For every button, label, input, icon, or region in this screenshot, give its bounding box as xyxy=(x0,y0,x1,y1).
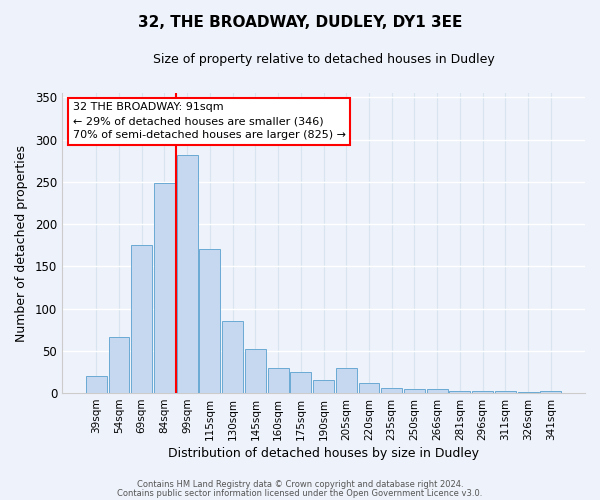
Text: 32 THE BROADWAY: 91sqm
← 29% of detached houses are smaller (346)
70% of semi-de: 32 THE BROADWAY: 91sqm ← 29% of detached… xyxy=(73,102,346,140)
Bar xyxy=(518,392,539,393)
Bar xyxy=(313,380,334,393)
Bar xyxy=(472,392,493,393)
Text: Contains public sector information licensed under the Open Government Licence v3: Contains public sector information licen… xyxy=(118,488,482,498)
Bar xyxy=(290,372,311,393)
Bar xyxy=(199,250,220,393)
X-axis label: Distribution of detached houses by size in Dudley: Distribution of detached houses by size … xyxy=(168,447,479,460)
Text: Contains HM Land Registry data © Crown copyright and database right 2024.: Contains HM Land Registry data © Crown c… xyxy=(137,480,463,489)
Bar xyxy=(336,368,357,393)
Bar xyxy=(541,392,561,393)
Bar xyxy=(222,321,243,393)
Bar xyxy=(381,388,402,393)
Bar xyxy=(131,245,152,393)
Bar xyxy=(154,182,175,393)
Bar xyxy=(495,392,516,393)
Bar xyxy=(245,349,266,393)
Bar xyxy=(268,368,289,393)
Bar xyxy=(427,389,448,393)
Bar xyxy=(404,389,425,393)
Bar xyxy=(177,154,197,393)
Bar xyxy=(359,383,379,393)
Title: Size of property relative to detached houses in Dudley: Size of property relative to detached ho… xyxy=(152,52,494,66)
Bar xyxy=(449,392,470,393)
Y-axis label: Number of detached properties: Number of detached properties xyxy=(15,144,28,342)
Text: 32, THE BROADWAY, DUDLEY, DY1 3EE: 32, THE BROADWAY, DUDLEY, DY1 3EE xyxy=(138,15,462,30)
Bar xyxy=(109,338,130,393)
Bar xyxy=(86,376,107,393)
